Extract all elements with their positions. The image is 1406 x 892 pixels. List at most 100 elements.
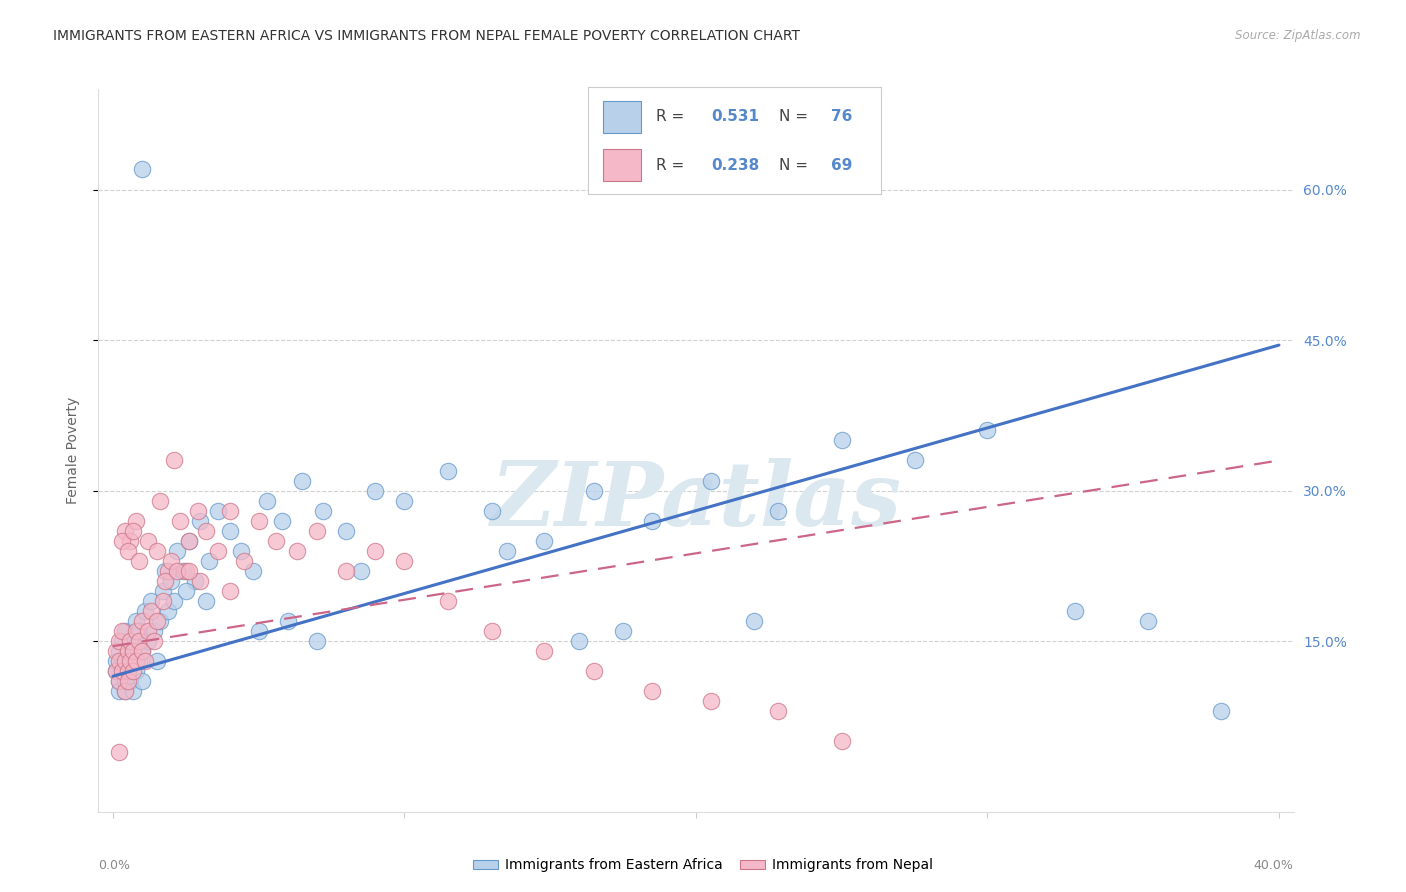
Point xyxy=(157,564,180,578)
Y-axis label: Female Poverty: Female Poverty xyxy=(66,397,80,504)
Point xyxy=(117,664,139,679)
Point xyxy=(364,483,387,498)
Point xyxy=(114,524,136,538)
Text: 40.0%: 40.0% xyxy=(1254,859,1294,871)
Point xyxy=(394,493,416,508)
Point xyxy=(114,684,136,698)
Point xyxy=(117,543,139,558)
Text: 0.0%: 0.0% xyxy=(98,859,131,871)
Point xyxy=(139,594,162,608)
Point xyxy=(207,503,229,517)
Point xyxy=(131,614,153,628)
Point xyxy=(195,524,218,538)
Point xyxy=(364,543,387,558)
Point xyxy=(766,503,789,517)
Point xyxy=(157,604,180,618)
Point xyxy=(233,554,256,568)
Point xyxy=(114,684,136,698)
Point xyxy=(285,543,308,558)
Point xyxy=(394,554,416,568)
Point xyxy=(104,644,127,658)
Point xyxy=(145,654,167,668)
Point xyxy=(190,574,212,588)
Point xyxy=(1064,604,1087,618)
Point xyxy=(114,624,136,639)
Point xyxy=(125,624,148,639)
Point xyxy=(120,634,142,648)
Point xyxy=(120,674,142,689)
Point xyxy=(437,594,460,608)
Point xyxy=(142,634,165,648)
Point xyxy=(831,434,853,448)
Point xyxy=(120,654,142,668)
Point xyxy=(104,664,127,679)
Point xyxy=(136,533,159,548)
Point xyxy=(742,614,765,628)
Point xyxy=(128,654,150,668)
Point xyxy=(122,524,145,538)
Point xyxy=(163,594,186,608)
Point xyxy=(1209,705,1232,719)
Point xyxy=(117,674,139,689)
Point xyxy=(641,514,664,528)
Point xyxy=(495,543,517,558)
Point xyxy=(976,424,998,438)
Point xyxy=(277,614,299,628)
Point xyxy=(312,503,335,517)
Point xyxy=(108,674,131,689)
Text: IMMIGRANTS FROM EASTERN AFRICA VS IMMIGRANTS FROM NEPAL FEMALE POVERTY CORRELATI: IMMIGRANTS FROM EASTERN AFRICA VS IMMIGR… xyxy=(53,29,800,43)
Point xyxy=(699,474,721,488)
Point xyxy=(108,744,131,758)
Point xyxy=(131,674,153,689)
Point xyxy=(247,514,270,528)
Point xyxy=(256,493,278,508)
Point xyxy=(481,624,503,639)
Point xyxy=(207,543,229,558)
Point xyxy=(247,624,270,639)
Point xyxy=(437,464,460,478)
Point xyxy=(122,644,145,658)
Point xyxy=(166,564,188,578)
Point xyxy=(134,604,156,618)
Point xyxy=(111,664,134,679)
Point xyxy=(128,634,150,648)
Point xyxy=(242,564,264,578)
Point xyxy=(117,644,139,658)
Point xyxy=(131,644,153,658)
Point xyxy=(111,654,134,668)
Point xyxy=(533,644,555,658)
Point xyxy=(174,564,197,578)
Point xyxy=(125,614,148,628)
Point xyxy=(1136,614,1159,628)
Point xyxy=(155,564,177,578)
Point xyxy=(190,514,212,528)
Point xyxy=(128,624,150,639)
Point xyxy=(350,564,373,578)
Point xyxy=(145,543,167,558)
Point xyxy=(481,503,503,517)
Point xyxy=(120,654,142,668)
Point xyxy=(108,644,131,658)
Point xyxy=(131,644,153,658)
Point xyxy=(145,614,167,628)
Point xyxy=(122,664,145,679)
Point xyxy=(174,583,197,598)
Point xyxy=(582,483,605,498)
Point xyxy=(218,503,240,517)
Point xyxy=(177,533,200,548)
Point xyxy=(172,564,194,578)
Point xyxy=(612,624,634,639)
Point xyxy=(108,684,131,698)
Point xyxy=(120,634,142,648)
Point xyxy=(231,543,253,558)
Point xyxy=(125,664,148,679)
Point xyxy=(139,604,162,618)
Point xyxy=(152,594,174,608)
Point xyxy=(335,524,357,538)
Point xyxy=(177,564,200,578)
Point xyxy=(568,634,591,648)
Point xyxy=(335,564,357,578)
Point xyxy=(163,453,186,467)
Point xyxy=(218,583,240,598)
Point xyxy=(149,493,172,508)
